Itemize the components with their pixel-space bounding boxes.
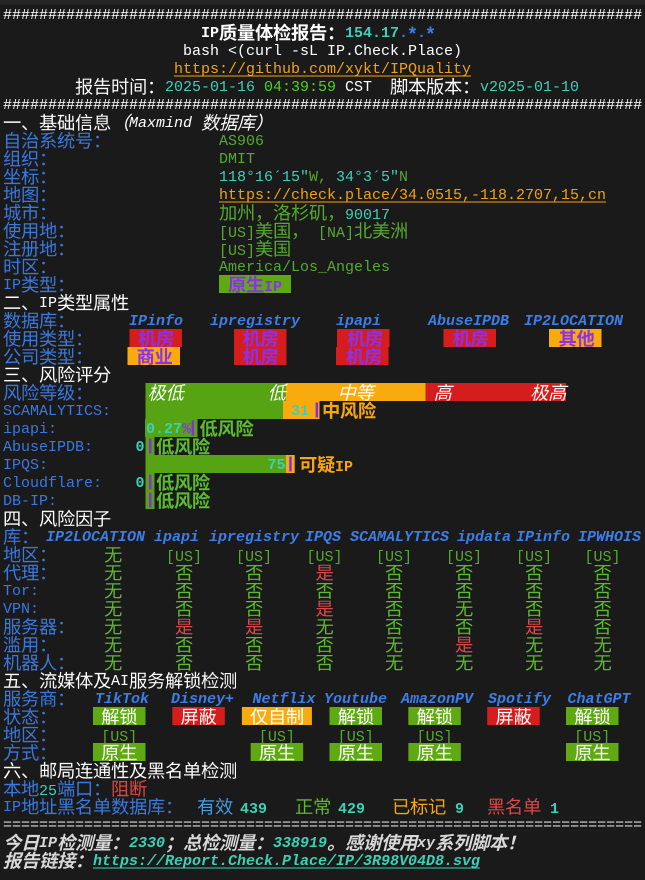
svg-text:ipdata: ipdata <box>457 529 511 546</box>
svg-text:IPinfo: IPinfo <box>516 529 570 546</box>
svg-text:v2025-01-10: v2025-01-10 <box>480 79 579 96</box>
svg-text:*: * <box>425 25 436 47</box>
svg-text:AbuseIPDB: AbuseIPDB <box>427 313 509 330</box>
svg-text:[US]: [US] <box>376 549 412 566</box>
svg-text:[US]: [US] <box>219 225 255 242</box>
svg-text:IPQS:: IPQS: <box>3 457 48 474</box>
svg-text:America/Los_Angeles: America/Los_Angeles <box>219 259 390 276</box>
svg-text:154.17: 154.17 <box>345 25 399 42</box>
svg-text:Spotify: Spotify <box>488 691 552 708</box>
svg-text:Tor:: Tor: <box>3 583 39 600</box>
svg-text:0: 0 <box>136 439 145 456</box>
svg-text:118°16´15": 118°16´15" <box>219 169 309 186</box>
svg-text:34°3´5": 34°3´5" <box>336 169 399 186</box>
svg-text:VPN:: VPN: <box>3 601 39 618</box>
svg-text:Disney+: Disney+ <box>171 691 234 708</box>
svg-text:90017: 90017 <box>345 207 390 224</box>
svg-text:ipapi: ipapi <box>336 313 381 330</box>
svg-text:CST: CST <box>345 79 372 96</box>
svg-text:ipapi:: ipapi: <box>3 421 57 438</box>
svg-text:[US]: [US] <box>338 729 374 746</box>
svg-text:[US]: [US] <box>166 549 202 566</box>
svg-text:.: . <box>417 25 426 42</box>
svg-text:[NA]: [NA] <box>318 225 354 242</box>
svg-text:ipregistry: ipregistry <box>209 529 300 546</box>
svg-text:IP: IP <box>39 835 57 852</box>
svg-text:429: 429 <box>338 801 365 818</box>
svg-text:==============================: ========================================… <box>3 817 642 834</box>
svg-text:W,: W, <box>309 169 327 186</box>
svg-text:https://check.place/34.0515,-1: https://check.place/34.0515,-118.2707,15… <box>219 187 606 204</box>
svg-text:[US]: [US] <box>516 549 552 566</box>
svg-text:31: 31 <box>291 403 309 420</box>
svg-text:75: 75 <box>268 457 286 474</box>
svg-text:AmazonPV: AmazonPV <box>400 691 475 708</box>
svg-text:439: 439 <box>240 801 267 818</box>
svg-text:[US]: [US] <box>307 549 343 566</box>
svg-text:DMIT: DMIT <box>219 151 255 168</box>
svg-text:IPinfo: IPinfo <box>129 313 183 330</box>
svg-text:2330: 2330 <box>129 835 165 852</box>
svg-text:.: . <box>399 25 408 42</box>
svg-text:IP: IP <box>3 277 21 294</box>
svg-text:https://github.com/xykt/IPQual: https://github.com/xykt/IPQuality <box>174 61 471 78</box>
svg-text:[US]: [US] <box>446 549 482 566</box>
svg-text:IPWHOIS: IPWHOIS <box>578 529 641 546</box>
svg-text:ipregistry: ipregistry <box>210 313 301 330</box>
svg-text:[US]: [US] <box>574 729 610 746</box>
svg-text:*: * <box>407 25 418 47</box>
svg-text:Netflix: Netflix <box>253 691 317 708</box>
svg-text:IP2LOCATION: IP2LOCATION <box>524 313 624 330</box>
svg-text:AS906: AS906 <box>219 133 264 150</box>
svg-text:9: 9 <box>455 801 464 818</box>
svg-text:2025-01-16: 2025-01-16 <box>165 79 255 96</box>
svg-text:ipapi: ipapi <box>154 529 199 546</box>
svg-text:[US]: [US] <box>219 243 255 260</box>
svg-text:SCAMALYTICS:: SCAMALYTICS: <box>3 403 111 420</box>
svg-text:https://Report.Check.Place/IP/: https://Report.Check.Place/IP/3R98V04D8.… <box>93 853 480 870</box>
svg-text:0: 0 <box>136 475 145 492</box>
svg-text:ChatGPT: ChatGPT <box>568 691 632 708</box>
svg-text:IP: IP <box>264 279 282 296</box>
svg-text:%: % <box>182 421 192 438</box>
svg-text:IP: IP <box>3 799 21 816</box>
svg-text:AbuseIPDB:: AbuseIPDB: <box>3 439 93 456</box>
svg-text:[US]: [US] <box>585 549 621 566</box>
svg-text:SCAMALYTICS: SCAMALYTICS <box>350 529 449 546</box>
svg-text:Cloudflare:: Cloudflare: <box>3 475 102 492</box>
svg-text:IP: IP <box>335 459 353 476</box>
svg-text:AI: AI <box>111 673 129 690</box>
svg-text:1: 1 <box>550 801 559 818</box>
svg-text:IP: IP <box>39 295 57 312</box>
svg-text:Maxmind: Maxmind <box>129 115 192 132</box>
svg-text:bash <(curl -sL IP.Check.Place: bash <(curl -sL IP.Check.Place) <box>183 43 462 60</box>
svg-text:338919: 338919 <box>273 835 327 852</box>
svg-text:[US]: [US] <box>417 729 453 746</box>
svg-text:[US]: [US] <box>259 729 295 746</box>
svg-text:25: 25 <box>39 783 57 800</box>
svg-text:04:39:59: 04:39:59 <box>264 79 336 96</box>
svg-text:##############################: ########################################… <box>3 7 642 24</box>
svg-text:IP2LOCATION: IP2LOCATION <box>46 529 146 546</box>
svg-text:0.27: 0.27 <box>146 421 182 438</box>
svg-text:xy: xy <box>416 835 436 852</box>
svg-text:IPQS: IPQS <box>305 529 341 546</box>
svg-text:TikTok: TikTok <box>95 691 150 708</box>
svg-text:Youtube: Youtube <box>324 691 387 708</box>
svg-text:N: N <box>399 169 408 186</box>
svg-text:[US]: [US] <box>236 549 272 566</box>
svg-text:[US]: [US] <box>101 729 137 746</box>
svg-text:DB-IP:: DB-IP: <box>3 493 57 510</box>
svg-text:##############################: ########################################… <box>3 97 642 114</box>
svg-text:IP: IP <box>201 25 219 42</box>
